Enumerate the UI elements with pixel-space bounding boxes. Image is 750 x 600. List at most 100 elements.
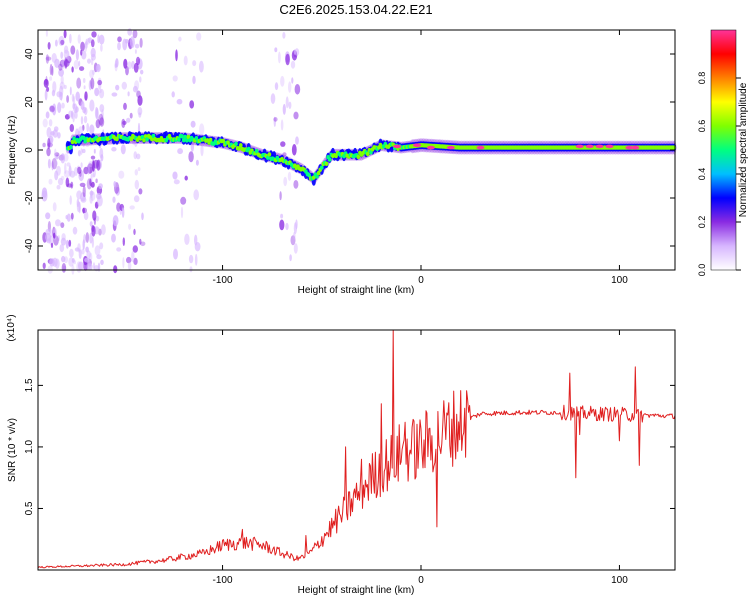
spectrogram-ridge-core <box>181 138 186 143</box>
spectrogram-speckle <box>90 155 96 160</box>
spectrogram-speckle <box>137 167 141 172</box>
spectrogram-speckle <box>184 233 190 245</box>
spectrogram-speckle <box>63 170 70 178</box>
spectrogram-ridge-core <box>208 137 213 143</box>
spectrogram-speckle <box>77 150 81 157</box>
spectrogram-peak <box>595 144 604 149</box>
spectrogram-speckle <box>88 161 94 168</box>
spectrogram-speckle <box>111 146 117 152</box>
spectrogram-speckle <box>100 44 103 52</box>
spectrogram-speckle <box>82 239 85 250</box>
spectrogram-speckle <box>117 42 121 51</box>
spectrogram-speckle <box>91 237 94 248</box>
spectrogram-speckle <box>91 225 96 237</box>
spectrogram-speckle <box>183 55 188 66</box>
spectrogram-speckle <box>93 148 96 154</box>
spectrogram-speckle <box>141 212 144 221</box>
spectrogram-speckle <box>127 91 130 97</box>
spectrogram-speckle <box>283 176 288 187</box>
spectrogram-panel: -100 0 100 -40 -20 0 20 40 Height of straight l… <box>7 28 677 296</box>
spectrogram-speckle <box>52 232 56 239</box>
spectrogram-speckle <box>93 159 99 169</box>
spectrogram-ridge-core <box>185 138 189 143</box>
spectrogram-speckle <box>273 117 278 122</box>
spectrogram-speckle <box>137 107 143 116</box>
spectrogram-speckle <box>295 219 298 230</box>
colorbar-tick-label: 0.8 <box>697 72 707 85</box>
snr-background <box>38 330 675 570</box>
spectrogram-ridge-core <box>266 155 270 160</box>
spectrogram-speckle <box>180 196 187 205</box>
spectrogram-speckle <box>282 152 287 157</box>
spectrogram-speckle <box>94 87 100 97</box>
spectrogram-speckle <box>293 49 296 55</box>
spectrogram-speckle <box>139 37 143 48</box>
spectrogram-speckle <box>54 148 57 160</box>
spectrogram-speckle <box>291 77 294 84</box>
spectrogram-speckle <box>86 122 90 133</box>
spectrogram-ridge-core <box>267 152 272 157</box>
spectrogram-speckle <box>60 222 65 229</box>
spectrogram-speckle <box>293 111 299 120</box>
spectrogram-speckle <box>92 173 95 178</box>
spectrogram-speckle <box>287 171 292 181</box>
spectrogram-speckle <box>89 99 95 112</box>
spectrogram-speckle <box>81 148 86 154</box>
spectrogram-speckle <box>122 237 126 247</box>
spectrogram-speckle <box>91 31 97 38</box>
spectrogram-speckle <box>177 148 184 155</box>
spectrogram-speckle <box>121 207 125 218</box>
spectrogram-speckle <box>190 141 195 152</box>
spectrogram-ytick-label: 40 <box>24 48 35 60</box>
spectrogram-speckle <box>45 54 50 64</box>
snr-panel: -100 0 100 0.5 1.0 1.5 (x10⁴) Height of strai… <box>6 314 676 596</box>
spectrogram-speckle <box>48 119 53 127</box>
spectrogram-ytick-label: 0 <box>24 147 35 153</box>
spectrogram-speckle <box>132 85 138 93</box>
spectrogram-speckle <box>98 34 105 45</box>
spectrogram-speckle <box>112 215 119 227</box>
spectrogram-speckle <box>82 124 85 131</box>
spectrogram-speckle <box>58 68 64 77</box>
spectrogram-speckle <box>111 92 118 97</box>
colorbar-tick-label: 0.4 <box>697 168 707 181</box>
spectrogram-speckle <box>60 237 67 246</box>
colorbar-tick-label: 0.2 <box>697 216 707 229</box>
spectrogram-speckle <box>45 212 51 220</box>
spectrogram-speckle <box>127 61 132 70</box>
spectrogram-ridge-core <box>327 157 332 162</box>
spectrogram-speckle <box>75 49 79 61</box>
spectrogram-speckle <box>90 77 95 90</box>
spectrogram-speckle <box>70 45 76 55</box>
spectrogram-ytick-label: -20 <box>24 190 35 205</box>
spectrogram-speckle <box>76 190 82 200</box>
spectrogram-speckle <box>95 119 101 129</box>
spectrogram-speckle <box>184 175 188 181</box>
spectrogram-speckle <box>75 91 80 102</box>
spectrogram-speckle <box>113 265 118 274</box>
spectrogram-speckle <box>122 120 127 125</box>
spectrogram-speckle <box>134 43 140 49</box>
spectrogram-speckle <box>54 152 60 157</box>
spectrogram-peak <box>446 145 455 150</box>
snr-ticks: -100 0 100 0.5 1.0 1.5 <box>24 330 675 586</box>
spectrogram-speckle <box>137 95 143 106</box>
spectrogram-speckle <box>64 57 68 69</box>
spectrogram-speckle <box>41 190 48 202</box>
spectrogram-speckle <box>83 211 89 221</box>
spectrogram-speckle <box>133 62 139 73</box>
snr-series-line <box>37 329 676 569</box>
spectrogram-speckle <box>274 82 279 91</box>
spectrogram-ridge-core <box>194 136 199 141</box>
spectrogram-speckle <box>65 177 70 188</box>
spectrogram-speckle <box>97 79 103 86</box>
spectrogram-speckle <box>291 144 297 156</box>
spectrogram-speckle <box>49 105 55 113</box>
spectrogram-speckle <box>285 96 289 109</box>
spectrogram-speckle <box>90 189 93 199</box>
spectrogram-speckle <box>115 58 119 68</box>
spectrogram-speckle <box>196 32 202 41</box>
spectrogram-speckle <box>46 238 52 244</box>
spectrogram-speckle <box>89 124 95 135</box>
spectrogram-speckle <box>66 213 71 222</box>
